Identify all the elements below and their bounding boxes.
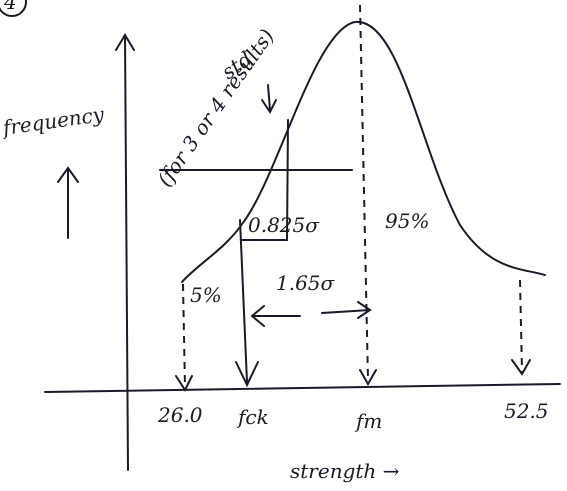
- background: [0, 0, 567, 491]
- fck-label: fck: [236, 405, 269, 429]
- upper-percent: 95%: [385, 209, 429, 233]
- lower-percent: 5%: [190, 283, 222, 307]
- max-label: 52.5: [504, 399, 549, 423]
- question-number: 4: [3, 0, 17, 14]
- diagram: 4 frequency std (for 3 or 4 results) 0.8…: [0, 0, 567, 491]
- offset-label: 0.825σ: [248, 213, 320, 237]
- min-label: 26.0: [157, 403, 203, 427]
- fm-label: fm: [354, 409, 382, 433]
- margin-label: 1.65σ: [276, 271, 336, 295]
- x-axis-label: strength →: [290, 459, 400, 483]
